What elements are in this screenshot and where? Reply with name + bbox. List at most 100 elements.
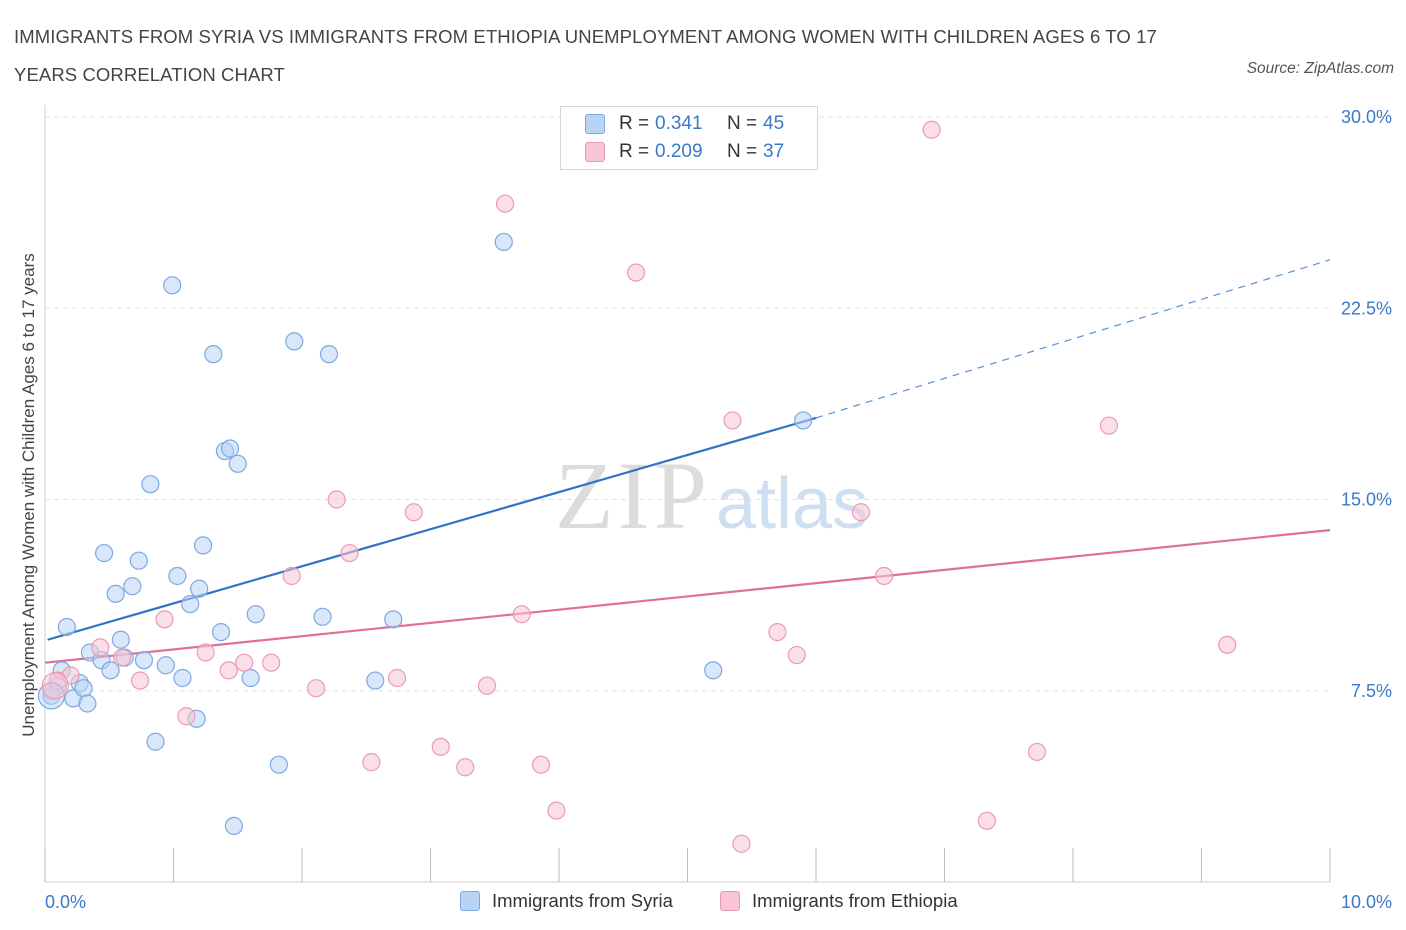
ethiopia-point: [1218, 635, 1237, 654]
ethiopia-point: [262, 653, 281, 672]
syria-point: [111, 630, 130, 649]
ethiopia-point: [922, 120, 941, 139]
syria-point: [74, 679, 93, 698]
syria-point: [704, 661, 723, 680]
y-tick-label: 30.0%: [1341, 107, 1392, 127]
legend-row-syria: R = 0.341 N = 45: [585, 111, 784, 137]
syria-point: [37, 682, 66, 710]
legend-r-label: R =: [619, 113, 650, 134]
ethiopia-point: [1027, 742, 1047, 762]
syria-point: [313, 607, 332, 626]
syria-trend-line: [47, 416, 817, 641]
ethiopia-point: [512, 605, 531, 624]
ethiopia-point: [977, 811, 997, 830]
y-tick-label: 22.5%: [1341, 298, 1392, 318]
ethiopia-point: [362, 753, 381, 772]
ethiopia-point: [91, 638, 110, 657]
y-axis-label: Unemployment Among Women with Children A…: [19, 253, 38, 737]
syria-point: [241, 668, 260, 688]
stats-legend: R = 0.341 N = 45 R = 0.209 N = 37: [560, 106, 818, 170]
syria-point: [384, 610, 403, 629]
series-legend-ethiopia[interactable]: Immigrants from Ethiopia: [720, 890, 958, 912]
syria-point: [224, 816, 243, 836]
syria-point: [366, 671, 385, 690]
syria-point: [173, 668, 192, 688]
syria-point: [168, 566, 187, 586]
syria-point: [794, 411, 813, 430]
x-tick-label: 0.0%: [45, 892, 86, 912]
syria-point: [106, 584, 125, 603]
legend-row-ethiopia: R = 0.209 N = 37: [585, 139, 784, 165]
ethiopia-legend-label: Immigrants from Ethiopia: [752, 890, 958, 911]
legend-r-label: R =: [619, 141, 650, 162]
syria-point: [269, 755, 288, 774]
ethiopia-point: [495, 194, 515, 213]
ethiopia-point: [875, 566, 894, 586]
syria-point: [129, 551, 148, 570]
ethiopia-point: [431, 737, 450, 756]
syria-point: [101, 661, 120, 680]
syria-point: [285, 332, 304, 351]
legend-r-value: 0.209: [655, 141, 703, 162]
syria-point: [141, 475, 160, 494]
watermark-atlas: atlas: [716, 464, 868, 544]
ethiopia-point: [112, 648, 132, 667]
y-tick-label: 7.5%: [1351, 681, 1392, 701]
syria-point: [95, 543, 114, 563]
data-points: [37, 120, 1237, 853]
syria-trend-extension: [815, 259, 1331, 419]
syria-point: [78, 694, 97, 713]
tick-labels: 7.5% 15.0% 22.5% 30.0% 0.0% 10.0%: [45, 107, 1392, 912]
syria-point: [246, 605, 265, 624]
ethiopia-point: [235, 653, 254, 672]
syria-legend-label: Immigrants from Syria: [492, 890, 673, 911]
syria-point: [193, 536, 213, 555]
chart-title: IMMIGRANTS FROM SYRIA VS IMMIGRANTS FROM…: [14, 26, 1157, 85]
series-legend: Immigrants from Syria Immigrants from Et…: [0, 886, 1406, 918]
series-legend-syria[interactable]: Immigrants from Syria: [460, 890, 673, 912]
ethiopia-point: [41, 672, 69, 700]
ethiopia-point: [219, 661, 238, 680]
ethiopia-point: [177, 707, 196, 726]
y-tick-label: 15.0%: [1341, 490, 1392, 510]
ethiopia-point: [1099, 416, 1119, 435]
ethiopia-point: [130, 671, 150, 690]
syria-point: [146, 732, 165, 751]
legend-n-label: N =: [727, 141, 758, 162]
axes: [44, 105, 1331, 883]
legend-swatch-ethiopia: [585, 142, 605, 162]
ethiopia-point: [340, 543, 359, 563]
syria-point: [190, 579, 209, 598]
ethiopia-point: [307, 679, 326, 698]
watermark: ZIP atlas: [555, 442, 868, 549]
legend-n-value: 45: [763, 113, 785, 134]
legend-swatch-syria: [585, 114, 605, 134]
syria-point: [494, 232, 513, 252]
trend-lines: [44, 259, 1331, 664]
ethiopia-point: [787, 645, 806, 665]
ethiopia-point: [477, 676, 497, 695]
syria-point: [123, 577, 142, 596]
ethiopia-point: [327, 490, 346, 509]
ethiopia-swatch: [720, 891, 740, 911]
ethiopia-point: [732, 834, 751, 853]
syria-point: [163, 276, 182, 295]
ethiopia-point: [768, 622, 787, 642]
legend-n-label: N =: [727, 113, 758, 134]
ethiopia-point: [282, 566, 301, 586]
ethiopia-point: [851, 503, 871, 522]
syria-point: [211, 622, 231, 642]
syria-point: [57, 617, 76, 637]
syria-point: [181, 594, 200, 614]
ethiopia-point: [196, 643, 215, 662]
ethiopia-point: [387, 668, 407, 688]
ethiopia-point: [531, 755, 551, 774]
syria-point: [156, 656, 175, 675]
legend-n-value: 37: [763, 141, 785, 162]
syria-point: [204, 345, 223, 364]
legend-r-value: 0.341: [655, 113, 703, 134]
syria-point: [220, 439, 240, 458]
syria-point: [228, 454, 247, 473]
ethiopia-point: [547, 801, 566, 820]
